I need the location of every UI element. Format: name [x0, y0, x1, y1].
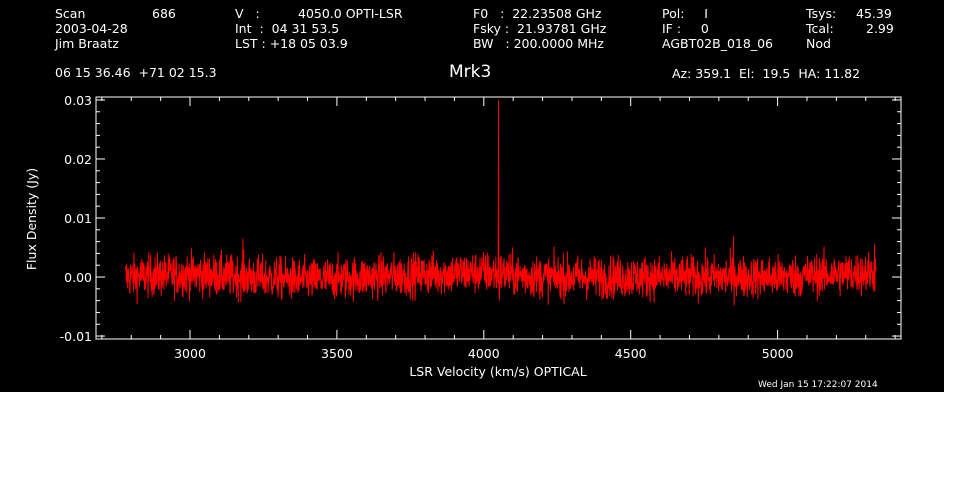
- observing-mode: Nod: [806, 36, 831, 51]
- x-axis-title: LSR Velocity (km/s) OPTICAL: [409, 364, 586, 379]
- rest-frequency: F0 : 22.23508 GHz: [473, 6, 602, 21]
- y-tick-label: 0.02: [64, 152, 92, 167]
- integration-time: Int : 04 31 53.5: [235, 21, 340, 36]
- if-number: IF : 0: [662, 21, 709, 36]
- y-tick-label: 0.03: [64, 93, 92, 108]
- y-tick-label: 0.00: [64, 270, 92, 285]
- axis-ticks: [96, 97, 901, 339]
- y-axis-title: Flux Density (Jy): [24, 168, 39, 270]
- bandwidth: BW : 200.0000 MHz: [473, 36, 604, 51]
- spectrum-trace: [124, 99, 877, 306]
- velocity-label: V :: [235, 6, 260, 21]
- y-tick-label: -0.01: [60, 329, 92, 344]
- x-tick-label: 5000: [762, 346, 794, 361]
- x-tick-label: 3000: [174, 346, 206, 361]
- lst-value: LST : +18 05 03.9: [235, 36, 348, 51]
- observation-date: 2003-04-28: [55, 21, 128, 36]
- scan-label: Scan: [55, 6, 86, 21]
- tcal-label: Tcal:: [806, 21, 834, 36]
- sky-frequency: Fsky : 21.93781 GHz: [473, 21, 607, 36]
- target-name: Mrk3: [449, 62, 492, 82]
- velocity-value: 4050.0 OPTI-LSR: [298, 6, 403, 21]
- x-tick-label: 4000: [468, 346, 500, 361]
- spectrum-panel: Scan 686 2003-04-28 Jim Braatz V : 4050.…: [0, 0, 944, 392]
- pointing-info: Az: 359.1 El: 19.5 HA: 11.82: [672, 66, 861, 81]
- tsys-label: Tsys:: [806, 6, 837, 21]
- tsys-value: 45.39: [856, 6, 892, 21]
- scan-number: 686: [152, 6, 176, 21]
- polarization: Pol: I: [662, 6, 708, 21]
- source-coordinates: 06 15 36.46 +71 02 15.3: [55, 65, 217, 80]
- y-tick-label: 0.01: [64, 211, 92, 226]
- x-tick-labels: 3000 3500 4000 4500 5000: [174, 346, 793, 361]
- tcal-value: 2.99: [866, 21, 894, 36]
- x-tick-label: 3500: [321, 346, 353, 361]
- project-id: AGBT02B_018_06: [662, 36, 773, 51]
- spectrum-chart: 3000 3500 4000 4500 5000 -0.01 0.00 0.01 0.02 0.…: [24, 93, 902, 379]
- spectrum-trace-group: [124, 99, 877, 306]
- observer-name: Jim Braatz: [55, 36, 119, 51]
- y-tick-labels: -0.01 0.00 0.01 0.02 0.03: [60, 93, 92, 344]
- x-tick-label: 4500: [615, 346, 647, 361]
- plot-timestamp: Wed Jan 15 17:22:07 2014: [758, 380, 878, 390]
